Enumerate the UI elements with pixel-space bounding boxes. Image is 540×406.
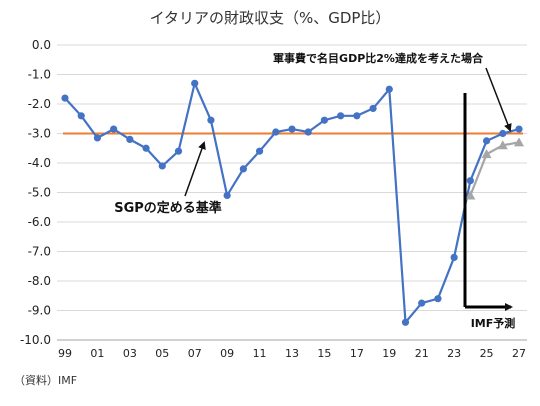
x-tick-label: 15 <box>317 347 331 360</box>
x-tick-label: 03 <box>123 347 137 360</box>
data-point <box>110 125 118 133</box>
data-point <box>481 149 492 159</box>
data-point <box>353 112 361 120</box>
x-tick-label: 19 <box>382 347 396 360</box>
military-annotation-label: 軍事費で名目GDP比2%達成を考えた場合 <box>273 51 484 65</box>
chart-title: イタリアの財政収支（%、GDP比） <box>150 9 391 27</box>
data-point <box>514 137 524 147</box>
data-point <box>126 135 134 143</box>
x-tick-label: 11 <box>253 347 267 360</box>
x-tick-labels: 99 01 03 05 07 09 11 13 15 17 19 21 23 25 27 <box>58 347 526 360</box>
data-point <box>418 299 426 307</box>
series-line <box>469 141 520 196</box>
sgp-annotation: SGPの定める基準 <box>114 141 222 216</box>
x-tick-label: 99 <box>58 347 72 360</box>
y-tick-label: -10.0 <box>20 333 51 347</box>
data-point <box>497 140 508 150</box>
data-point <box>223 191 231 200</box>
x-tick-label: 07 <box>188 347 202 360</box>
series-actual <box>61 79 523 326</box>
data-point <box>207 116 215 124</box>
series-military-scenario <box>465 137 524 200</box>
y-tick-label: 0.0 <box>32 38 51 52</box>
gridlines <box>57 44 527 311</box>
y-tick-label: -8.0 <box>28 274 51 288</box>
data-point <box>401 318 410 326</box>
data-point <box>288 125 296 133</box>
data-point <box>142 144 150 152</box>
data-point <box>272 128 280 136</box>
x-tick-label: 05 <box>155 347 169 360</box>
data-point <box>61 94 69 102</box>
data-point <box>239 165 247 173</box>
y-tick-label: -9.0 <box>28 304 51 318</box>
data-point <box>77 112 85 120</box>
x-tick-label: 01 <box>90 347 104 360</box>
sgp-annotation-arrow <box>184 141 206 197</box>
y-tick-label: -5.0 <box>28 186 51 200</box>
data-point <box>174 147 183 155</box>
data-point <box>255 147 264 155</box>
y-tick-label: -7.0 <box>28 245 51 259</box>
x-tick-label: 17 <box>350 347 364 360</box>
data-point <box>450 253 458 261</box>
x-tick-label: 27 <box>512 347 526 360</box>
data-point <box>499 129 507 138</box>
x-tick-label: 13 <box>285 347 299 360</box>
data-point <box>337 112 345 120</box>
y-tick-labels: 0.0 -1.0 -2.0 -3.0 -4.0 -5.0 -6.0 -7.0 -8.0 -9.0 -… <box>20 38 51 347</box>
sgp-annotation-label: SGPの定める基準 <box>114 200 222 216</box>
data-point <box>191 79 199 87</box>
x-tick-label: 21 <box>415 347 429 360</box>
data-point <box>304 128 312 136</box>
data-point <box>158 162 166 170</box>
y-tick-label: -1.0 <box>28 68 51 82</box>
x-tick-label: 25 <box>480 347 494 360</box>
data-point <box>482 137 491 145</box>
x-tick-label: 09 <box>220 347 234 360</box>
series-layer <box>61 79 524 326</box>
imf-forecast-bracket: IMF予測 <box>463 93 516 330</box>
imf-forecast-label: IMF予測 <box>471 316 516 330</box>
x-tick-label: 23 <box>447 347 461 360</box>
data-point <box>369 104 377 113</box>
y-tick-label: -6.0 <box>28 215 51 229</box>
data-point <box>465 190 476 200</box>
data-point <box>434 295 442 303</box>
y-tick-label: -2.0 <box>28 97 51 111</box>
data-point <box>385 85 393 93</box>
data-point <box>93 134 102 142</box>
y-tick-label: -4.0 <box>28 156 51 170</box>
data-point <box>320 116 329 124</box>
data-point <box>466 177 474 185</box>
military-annotation-arrow <box>485 67 512 132</box>
source-note: （資料）IMF <box>14 373 77 387</box>
y-tick-label: -3.0 <box>28 127 51 141</box>
military-annotation: 軍事費で名目GDP比2%達成を考えた場合 <box>273 51 512 132</box>
data-point <box>515 125 523 133</box>
